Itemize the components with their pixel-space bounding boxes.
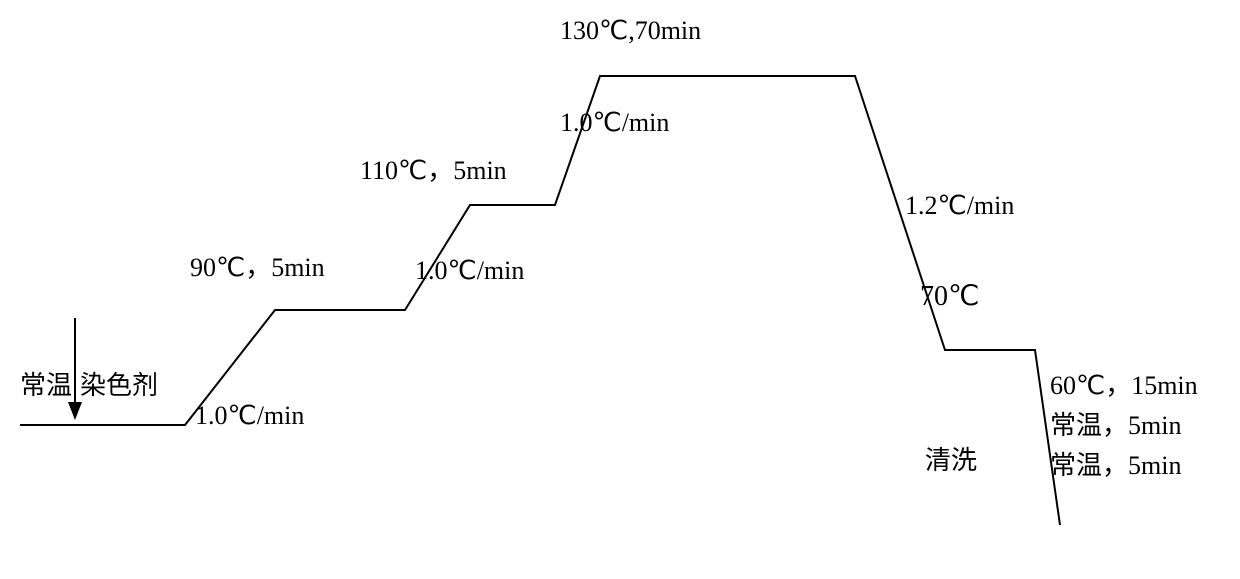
label-plateau-110: 110℃，5min	[360, 155, 507, 186]
temperature-profile-line	[20, 76, 1060, 525]
label-cool-rate: 1.2℃/min	[905, 190, 1014, 221]
profile-svg	[0, 0, 1240, 579]
label-ramp1-rate: 1.0℃/min	[195, 400, 304, 431]
dye-arrow-head-icon	[68, 402, 82, 420]
label-plateau-130: 130℃,70min	[560, 15, 701, 46]
label-start-temp: 常温	[20, 370, 72, 401]
label-plateau-70: 70℃	[920, 280, 979, 314]
label-end-line2: 常温，5min	[1050, 410, 1181, 441]
label-end-line1: 60℃，15min	[1050, 370, 1198, 401]
label-ramp2-rate: 1.0℃/min	[415, 255, 524, 286]
label-plateau-90: 90℃，5min	[190, 252, 325, 283]
label-ramp3-rate: 1.0℃/min	[560, 107, 669, 138]
label-end-line3: 常温，5min	[1050, 450, 1181, 481]
diagram-stage: 常温 染色剂 1.0℃/min 90℃，5min 1.0℃/min 110℃，5…	[0, 0, 1240, 579]
label-wash: 清洗	[925, 445, 977, 476]
label-dye: 染色剂	[80, 370, 158, 401]
